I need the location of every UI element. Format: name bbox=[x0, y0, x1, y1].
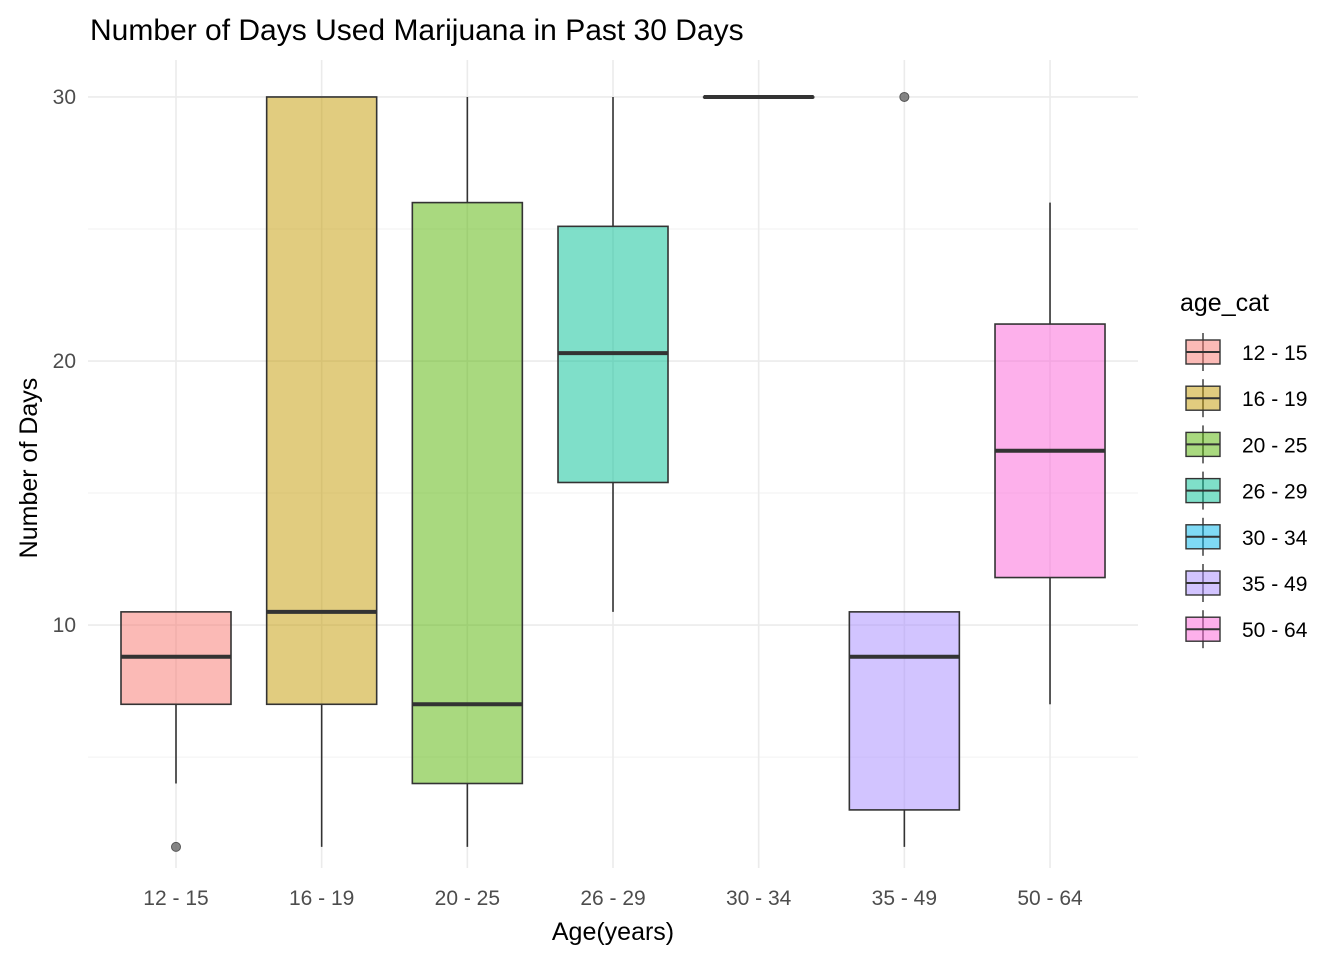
y-tick-label: 20 bbox=[53, 350, 76, 373]
legend-item-26-29: 26 - 29 bbox=[1185, 471, 1307, 510]
x-tick-label: 30 - 34 bbox=[726, 887, 792, 910]
legend: age_cat 12 - 15 16 - 19 20 - 25 26 - 29 30 -… bbox=[1180, 289, 1308, 649]
legend-item-20-25: 20 - 25 bbox=[1185, 425, 1307, 464]
box-26-29 bbox=[557, 96, 669, 612]
legend-item-30-34: 30 - 34 bbox=[1185, 517, 1308, 556]
y-axis-title: Number of Days bbox=[15, 378, 43, 559]
legend-item-50-64: 50 - 64 bbox=[1185, 610, 1308, 649]
x-tick-label: 20 - 25 bbox=[435, 887, 500, 910]
outlier-point bbox=[899, 91, 910, 102]
box-35-49 bbox=[848, 91, 961, 847]
x-axis-title: Age(years) bbox=[552, 918, 674, 946]
legend-label: 12 - 15 bbox=[1242, 342, 1307, 365]
x-tick-label: 50 - 64 bbox=[1017, 887, 1083, 910]
legend-label: 35 - 49 bbox=[1242, 573, 1307, 596]
box-16-19 bbox=[265, 96, 378, 847]
box-rect bbox=[411, 201, 524, 785]
legend-label: 50 - 64 bbox=[1242, 619, 1308, 642]
legend-item-16-19: 16 - 19 bbox=[1185, 379, 1307, 418]
box-rect bbox=[265, 96, 378, 706]
x-tick-label: 16 - 19 bbox=[289, 887, 354, 910]
box-20-25 bbox=[411, 96, 524, 847]
box-30-34 bbox=[702, 94, 815, 99]
legend-title: age_cat bbox=[1180, 289, 1269, 317]
y-axis-ticks: 10 20 30 bbox=[53, 86, 76, 637]
x-tick-label: 26 - 29 bbox=[580, 887, 645, 910]
boxes bbox=[120, 91, 1106, 852]
chart-title: Number of Days Used Marijuana in Past 30… bbox=[90, 14, 744, 47]
legend-item-35-49: 35 - 49 bbox=[1185, 564, 1307, 602]
legend-label: 26 - 29 bbox=[1242, 481, 1307, 504]
y-tick-label: 30 bbox=[53, 86, 76, 109]
y-tick-label: 10 bbox=[53, 614, 76, 637]
box-50-64 bbox=[994, 202, 1106, 705]
x-axis-ticks: 12 - 15 16 - 19 20 - 25 26 - 29 30 - 34 35 - … bbox=[143, 887, 1083, 910]
legend-label: 16 - 19 bbox=[1242, 388, 1307, 411]
box-rect bbox=[848, 611, 961, 811]
legend-item-12-15: 12 - 15 bbox=[1185, 333, 1307, 371]
legend-label: 20 - 25 bbox=[1242, 434, 1307, 457]
outlier-point bbox=[171, 841, 181, 852]
box-12-15 bbox=[120, 611, 232, 852]
x-tick-label: 35 - 49 bbox=[872, 887, 937, 910]
x-tick-label: 12 - 15 bbox=[143, 887, 208, 910]
legend-label: 30 - 34 bbox=[1242, 527, 1308, 550]
